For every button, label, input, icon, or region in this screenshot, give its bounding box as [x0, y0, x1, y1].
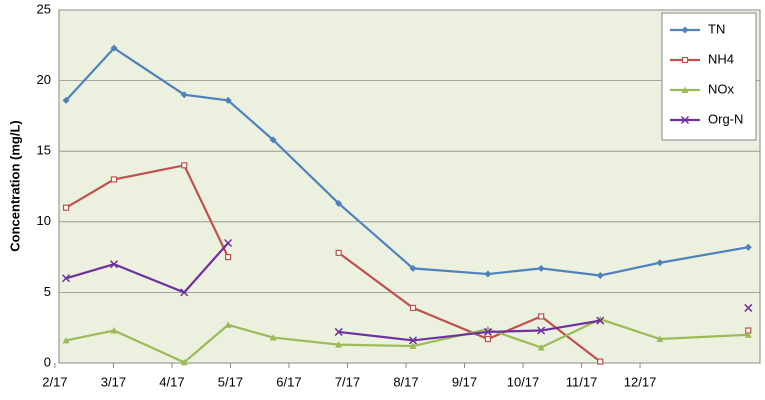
- marker: [409, 342, 417, 350]
- marker: [484, 335, 492, 343]
- marker: [224, 321, 232, 328]
- x-tick-label: 8/17: [393, 374, 418, 389]
- marker: [335, 341, 343, 348]
- x-tick-label: 2/17: [42, 374, 67, 389]
- marker: [596, 316, 605, 325]
- y-tick-label: 15: [37, 143, 51, 158]
- y-tick-label: 5: [44, 284, 51, 299]
- marker: [62, 204, 70, 211]
- marker: [181, 162, 188, 169]
- marker: [744, 303, 753, 312]
- marker: [537, 343, 545, 351]
- marker: [110, 327, 118, 334]
- y-tick-label: 0: [44, 354, 51, 369]
- marker: [681, 86, 689, 93]
- marker: [537, 264, 545, 272]
- marker: [483, 327, 492, 336]
- marker: [61, 274, 71, 283]
- marker: [409, 304, 417, 312]
- marker: [180, 358, 188, 366]
- x-tick-label: 12/17: [624, 374, 657, 389]
- marker: [596, 315, 604, 323]
- y-tick-label: 10: [37, 213, 51, 228]
- marker: [680, 115, 690, 125]
- marker: [681, 56, 689, 64]
- marker: [656, 335, 664, 342]
- plot-area: [58, 9, 761, 364]
- legend-label: Org-N: [708, 111, 743, 126]
- series-line: [65, 318, 749, 364]
- marker: [537, 326, 546, 335]
- marker: [180, 288, 189, 297]
- y-tick-label: 20: [37, 72, 51, 87]
- marker: [408, 336, 418, 345]
- marker: [269, 334, 277, 341]
- marker: [334, 327, 343, 336]
- y-axis-label: Concentration (mg/L): [7, 120, 22, 251]
- marker: [109, 260, 119, 269]
- marker: [596, 271, 604, 279]
- legend-box: [661, 12, 757, 141]
- marker: [484, 270, 492, 278]
- x-tick-label: 6/17: [276, 374, 301, 389]
- marker: [62, 96, 70, 104]
- marker: [656, 259, 664, 267]
- marker: [224, 238, 233, 248]
- x-tick-label: 5/17: [218, 374, 243, 389]
- legend-label: NOx: [708, 81, 735, 96]
- legend-label: TN: [708, 21, 725, 36]
- marker: [335, 199, 343, 207]
- marker: [224, 96, 232, 104]
- x-tick-label: 11/17: [566, 374, 598, 389]
- marker: [409, 264, 417, 272]
- x-tick-label: 7/17: [335, 374, 360, 389]
- marker: [538, 313, 545, 320]
- marker: [110, 176, 118, 183]
- marker: [180, 91, 188, 99]
- legend-label: NH4: [708, 51, 734, 66]
- x-tick-label: 9/17: [452, 374, 477, 389]
- marker: [681, 26, 689, 34]
- x-tick-label: 10/17: [507, 374, 540, 389]
- x-tick-label: 4/17: [159, 374, 184, 389]
- marker: [744, 243, 752, 251]
- y-tick-label: 25: [37, 1, 51, 16]
- marker: [269, 136, 277, 144]
- marker: [62, 336, 70, 344]
- marker: [225, 254, 232, 261]
- marker: [335, 249, 342, 256]
- series-line: [65, 46, 749, 277]
- marker: [110, 44, 118, 52]
- marker: [744, 331, 752, 338]
- x-tick-label: 3/17: [101, 374, 126, 389]
- marker: [597, 358, 604, 365]
